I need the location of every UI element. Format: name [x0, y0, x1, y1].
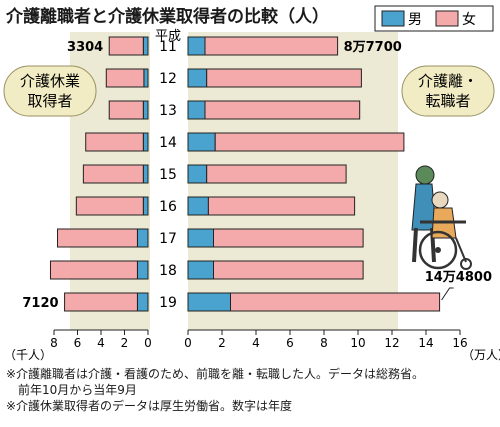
legend: 男 女	[374, 5, 494, 32]
right-bar-male-14	[187, 132, 216, 152]
right-tick-label-8: 8	[320, 336, 328, 350]
left-bar-male-14	[142, 132, 149, 152]
right-tick-label-4: 4	[252, 336, 260, 350]
right-bar-female-13	[204, 100, 361, 120]
chart-title: 介護離職者と介護休業取得者の比較（人）	[5, 6, 329, 27]
right-tick-label-14: 14	[418, 336, 433, 350]
right-value-label-11: 8万7700	[344, 40, 402, 55]
right-axis-unit: （万人）	[462, 348, 500, 362]
left-bar-female-14	[85, 132, 144, 152]
right-panel-label-line2: 転職者	[425, 92, 470, 110]
left-bar-female-17	[57, 228, 138, 248]
category-label-12: 12	[159, 71, 177, 87]
right-value-label-19: 14万4800	[425, 270, 492, 285]
right-tick-label-0: 0	[184, 336, 192, 350]
left-value-label-19: 7120	[22, 296, 58, 311]
left-tick-label-6: 6	[74, 336, 82, 350]
right-bar-female-17	[213, 228, 364, 248]
category-label-14: 14	[159, 135, 177, 151]
left-bar-male-11	[142, 36, 149, 56]
legend-label-female: 女	[462, 11, 476, 28]
left-bar-female-18	[49, 260, 138, 280]
right-bar-female-19	[230, 292, 441, 312]
category-label-18: 18	[159, 263, 177, 279]
wheelchair-illustration	[411, 165, 472, 270]
left-axis-ticks: 8 6 4 2 0	[50, 330, 152, 350]
footnote-2: 前年10月から当年9月	[18, 383, 137, 397]
right-axis-ticks: 0 2 4 6 8 10 12 14 16	[184, 330, 468, 350]
legend-swatch-female	[435, 10, 459, 27]
right-bar-male-13	[187, 100, 206, 120]
right-bar-female-11	[204, 36, 339, 56]
value-labels: 3304 7120 8万7700 14万4800	[22, 40, 492, 311]
right-bar-female-18	[213, 260, 364, 280]
right-bar-male-16	[187, 196, 209, 216]
left-bar-male-18	[136, 260, 149, 280]
right-tick-label-2: 2	[218, 336, 226, 350]
left-bar-male-15	[142, 164, 149, 184]
left-tick-label-2: 2	[121, 336, 129, 350]
right-bar-male-15	[187, 164, 208, 184]
left-bar-female-19	[64, 292, 138, 312]
right-panel-label-line1: 介護離・	[418, 72, 478, 90]
left-bar-female-13	[108, 100, 144, 120]
category-label-13: 13	[159, 103, 177, 119]
right-panel-bars	[187, 36, 441, 312]
left-bar-male-13	[142, 100, 149, 120]
left-panel-label: 介護休業 取得者	[3, 65, 97, 117]
right-bar-female-15	[206, 164, 347, 184]
category-label-16: 16	[159, 199, 177, 215]
right-value-callout-19	[441, 287, 454, 301]
right-panel-label-bubble	[401, 65, 495, 117]
left-axis-unit: （千人）	[4, 348, 52, 362]
right-bar-male-17	[187, 228, 214, 248]
right-bar-female-14	[214, 132, 405, 152]
left-value-label-11: 3304	[67, 40, 103, 55]
left-panel-bars	[49, 36, 149, 312]
left-tick-label-8: 8	[50, 336, 58, 350]
left-bar-male-17	[136, 228, 149, 248]
legend-label-male: 男	[408, 12, 422, 28]
right-bar-male-19	[187, 292, 231, 312]
left-bar-male-19	[136, 292, 149, 312]
left-bar-female-15	[82, 164, 144, 184]
right-tick-label-6: 6	[286, 336, 294, 350]
left-panel-label-line1: 介護休業	[20, 72, 80, 90]
category-label-11: 11	[159, 39, 177, 55]
right-bar-male-12	[187, 68, 208, 88]
right-bar-female-12	[206, 68, 362, 88]
category-label-19: 19	[159, 295, 177, 311]
category-labels: 11 12 13 14 15 16 17 18 19	[159, 39, 177, 311]
footnote-3: ※介護休業取得者のデータは厚生労働省。数字は年度	[6, 399, 293, 413]
left-tick-label-4: 4	[97, 336, 105, 350]
left-tick-label-0: 0	[144, 336, 152, 350]
category-label-15: 15	[159, 167, 177, 183]
left-bar-female-16	[75, 196, 144, 216]
left-panel-label-bubble	[3, 65, 97, 117]
right-tick-label-12: 12	[384, 336, 399, 350]
era-label: 平成	[155, 29, 181, 44]
footnote-1: ※介護離職者は介護・看護のため、前職を離・転職した人。データは総務省。	[6, 367, 425, 381]
category-label-17: 17	[159, 231, 177, 247]
right-panel-label: 介護離・ 転職者	[401, 65, 495, 117]
left-bar-male-12	[143, 68, 149, 88]
legend-swatch-male	[381, 10, 405, 27]
right-bar-male-18	[187, 260, 214, 280]
right-bar-female-16	[207, 196, 356, 216]
left-bar-female-11	[108, 36, 144, 56]
right-tick-label-10: 10	[350, 336, 365, 350]
left-panel-label-line2: 取得者	[27, 92, 72, 110]
left-bar-female-12	[105, 68, 145, 88]
right-tick-label-16: 16	[452, 336, 467, 350]
left-bar-male-16	[142, 196, 149, 216]
right-bar-male-11	[187, 36, 206, 56]
